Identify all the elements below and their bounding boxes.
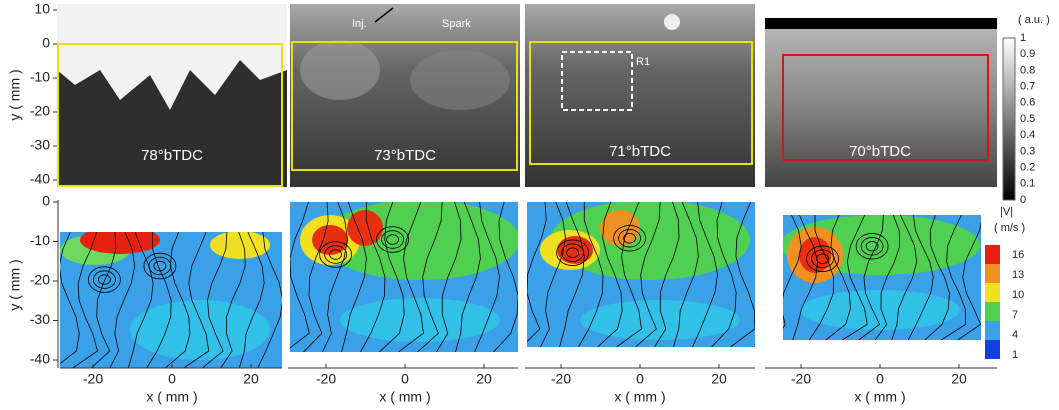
x-axis-label: x ( mm ) (614, 389, 665, 405)
colorbar-tick-label: 16 (1012, 249, 1024, 261)
y-axis-label: y ( mm ) (7, 69, 23, 120)
colorbar-tick-label: 0.9 (1020, 48, 1035, 60)
y-tick-label: 0 (42, 35, 50, 51)
x-tick-label: 20 (243, 371, 259, 387)
colorbar-unit: ( m/s ) (994, 222, 1025, 234)
colorbar-tick-label: 0.1 (1020, 178, 1035, 190)
colorbar-tick-label: 4 (1012, 329, 1018, 341)
colorbar-tick-label: 1 (1012, 349, 1018, 361)
x-tick-label: 20 (711, 371, 727, 387)
x-axis-label: x ( mm ) (146, 389, 197, 405)
velocity-field (60, 226, 282, 368)
x-axis-label: x ( mm ) (854, 389, 905, 405)
y-tick-label: -20 (30, 272, 50, 288)
panel-label: 78°bTDC (141, 147, 203, 164)
colorbar-tick-label: 0.8 (1020, 64, 1035, 76)
y-tick-label: 10 (34, 1, 50, 17)
colorbar-title: ( a.u. ) (1018, 14, 1050, 26)
colorbar-tick-label: 0.5 (1020, 113, 1035, 125)
image-panel (765, 18, 997, 187)
velocity-colorbar (985, 245, 1000, 359)
y-tick-label: -30 (30, 311, 50, 327)
colorbar-tick-label: 0.7 (1020, 81, 1035, 93)
x-tick-label: 0 (401, 371, 409, 387)
x-tick-label: -20 (791, 371, 811, 387)
colorbar-tick-label: 0.4 (1020, 129, 1035, 141)
annotation: Spark (442, 18, 471, 30)
x-tick-label: 0 (168, 371, 176, 387)
colorbar-title: |V| (1000, 206, 1013, 218)
colorbar (1003, 38, 1015, 200)
y-tick-label: -30 (30, 137, 50, 153)
velocity-field (780, 215, 981, 340)
figure: y ( mm ) y ( mm ) 78°bTDC 73°bTDC 71°bTD… (0, 0, 1059, 410)
y-tick-label: -20 (30, 103, 50, 119)
x-tick-label: 20 (951, 371, 967, 387)
x-tick-label: 0 (636, 371, 644, 387)
x-tick-label: -20 (551, 371, 571, 387)
colorbar-tick-label: 13 (1012, 269, 1024, 281)
panel-label: 71°bTDC (609, 143, 671, 160)
x-axis-label: x ( mm ) (379, 389, 430, 405)
velocity-field (290, 200, 520, 352)
colorbar-tick-label: 0.3 (1020, 145, 1035, 157)
y-tick-label: -10 (30, 69, 50, 85)
y-tick-label: 0 (42, 193, 50, 209)
colorbar-tick-label: 7 (1012, 309, 1018, 321)
y-axis-label: y ( mm ) (7, 259, 23, 310)
y-tick-label: -10 (30, 232, 50, 248)
x-tick-label: -20 (316, 371, 336, 387)
panel-label: 73°bTDC (374, 147, 436, 164)
panel-label: 70°bTDC (849, 143, 911, 160)
annotation: R1 (636, 56, 650, 68)
colorbar-tick-label: 10 (1012, 289, 1024, 301)
colorbar-tick-label: 0.6 (1020, 97, 1035, 109)
x-tick-label: -20 (83, 371, 103, 387)
x-tick-label: 0 (876, 371, 884, 387)
y-tick-label: -40 (30, 351, 50, 367)
annotation: Inj. (352, 18, 367, 30)
colorbar-tick-label: 0 (1020, 194, 1026, 206)
colorbar-tick-label: 1 (1020, 32, 1026, 44)
y-tick-label: -40 (30, 171, 50, 187)
colorbar-tick-label: 0.2 (1020, 162, 1035, 174)
x-tick-label: 20 (476, 371, 492, 387)
